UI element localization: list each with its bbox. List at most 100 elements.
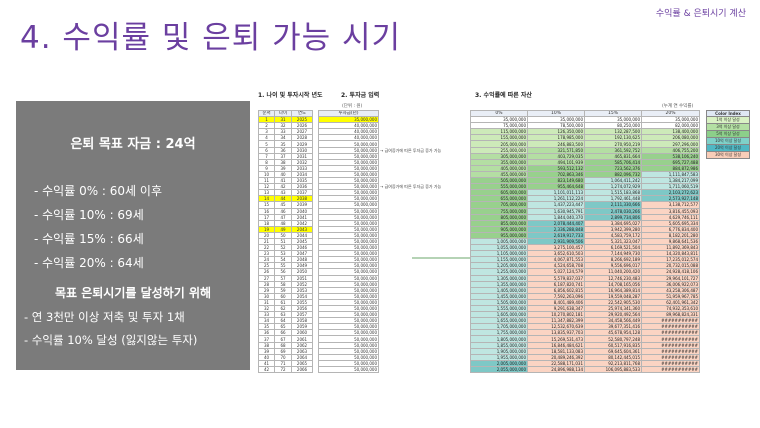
legend-item: 20억 이상 달성: [706, 144, 750, 153]
age-row: 4 34 2028: [258, 134, 313, 142]
age-table-header: 순서 나이 연도: [258, 109, 313, 118]
result-cell-r0: 2,055,000,000: [470, 365, 528, 374]
results-row: 1,455,000,000 7,592,263,096 19,559,048,287…: [470, 292, 700, 300]
summary-notes: - 연 3천만 이상 저축 및 투자 1채 - 수익률 10% 달성 (잃지않는…: [24, 306, 197, 352]
age-row: 12 42 2036: [258, 183, 313, 191]
investment-note: [379, 366, 444, 372]
summary-item: - 수익률 10% : 69세: [34, 208, 144, 222]
results-row: 1,805,000,000 15,269,531,473 52,580,797,24…: [470, 335, 700, 343]
age-row: 30 60 2054: [258, 292, 313, 300]
section2-unit: (단위 : 원): [342, 104, 363, 109]
legend-title: Color Index: [706, 109, 750, 118]
corner-label: 수익률 & 은퇴시기 계산: [655, 9, 746, 19]
summary-note: - 수익률 10% 달성 (잃지않는 투자): [24, 333, 198, 347]
age-row: 15 45 2039: [258, 201, 313, 209]
age-row: 13 43 2037: [258, 189, 313, 197]
results-row: 115,000,000 126,350,000 132,287,500 138,400…: [470, 128, 700, 136]
age-row: 34 64 2058: [258, 317, 313, 325]
color-index-legend: Color Index 1억 이상 달성 3억 이상 달성 5억 이상 달성 10억 …: [706, 109, 750, 160]
results-row: 905,000,000 2,336,288,848 3,942,399,280 6,7…: [470, 225, 700, 233]
age-row: 19 49 2043: [258, 225, 313, 233]
legend-item: 30억 이상 달성: [706, 151, 750, 160]
results-row: 2,055,000,000 24,896,988,134 106,095,883,5…: [470, 365, 700, 374]
age-row: 22 52 2046: [258, 244, 313, 252]
section2-label: 2. 투자금 입력: [341, 92, 380, 99]
age-row: 14 44 2038: [258, 195, 313, 203]
results-row: 1,205,000,000 4,524,658,708 9,556,696,017 2…: [470, 262, 700, 270]
results-row: 1,755,000,000 13,835,937,703 45,678,954,12…: [470, 329, 700, 337]
results-row: 1,505,000,000 8,401,489,406 22,542,905,530…: [470, 298, 700, 307]
age-row: 9 39 2033: [258, 164, 313, 172]
investment-note: → 급여증가에 따른 투자금 증가 가능: [380, 184, 442, 190]
investment-cell: 50,000,000: [318, 365, 379, 374]
age-row: 21 51 2045: [258, 237, 313, 246]
age-row: 23 53 2047: [258, 250, 313, 258]
age-row: 40 70 2064: [258, 353, 313, 361]
age-row: 7 37 2031: [258, 152, 313, 160]
summary-box: 은퇴 목표 자금 : 24억 - 수익률 0% : 60세 이후 - 수익률 1…: [16, 101, 250, 370]
age-row: 37 67 2061: [258, 335, 313, 343]
summary-subtitle: 목표 은퇴시기를 달성하기 위해: [54, 286, 212, 300]
investment-note: → 급여증가에 따른 투자금 증가 가능: [380, 147, 442, 153]
age-row: 26 56 2050: [258, 268, 313, 276]
result-cell-r20: ###########: [641, 365, 700, 374]
summary-list: - 수익률 0% : 60세 이후 - 수익률 10% : 69세 - 수익률 …: [34, 179, 162, 275]
results-row: 555,000,000 955,464,648 1,274,072,929 1,711…: [470, 183, 700, 191]
results-row: 1,005,000,000 2,931,909,506 5,321,323,047 9…: [470, 237, 700, 246]
summary-item: - 수익률 20% : 64세: [34, 256, 144, 270]
result-cell-r10: 24,896,988,134: [527, 365, 585, 374]
summary-note: - 연 3천만 이상 저축 및 투자 1채: [24, 310, 185, 324]
results-row: 355,000,000 494,101,939 585,706,414 695,727…: [470, 158, 700, 166]
legend-item: 5억 이상 달성: [706, 130, 750, 139]
age-row: 42 72 2066: [258, 365, 313, 374]
age-row: 10 40 2034: [258, 170, 313, 179]
age-row: 6 36 2030: [258, 146, 313, 154]
results-row: 255,000,000 321,571,850 361,592,752 406,755…: [470, 146, 700, 154]
results-row: 1,705,000,000 12,532,670,639 39,677,351,41…: [470, 323, 700, 331]
age-row: 31 61 2055: [258, 298, 313, 307]
results-table: 0% 10% 15% 20% 35,000,000 35,000,000 35,00…: [470, 109, 700, 374]
summary-title: 은퇴 목표 자금 : 24억: [70, 137, 196, 152]
age-row: 41 71 2065: [258, 359, 313, 367]
age-row: 8 38 2032: [258, 158, 313, 166]
age-row: 20 50 2044: [258, 231, 313, 239]
age-row: 18 48 2042: [258, 219, 313, 227]
age-row: 27 57 2051: [258, 274, 313, 282]
age-row: 29 59 2053: [258, 286, 313, 294]
results-row: 605,000,000 1,101,011,113 1,515,183,868 2,1…: [470, 189, 700, 197]
age-row: 5 35 2029: [258, 140, 313, 148]
investment-table: 투자금(년) 35,000,000 40,000,000 40,000,000 40,…: [318, 109, 444, 374]
results-row: 1,605,000,000 10,270,802,181 29,920,492,56…: [470, 311, 700, 319]
age-cell-n: 42: [258, 365, 275, 374]
results-row: 1,305,000,000 5,579,837,037 12,746,230,483…: [470, 274, 700, 282]
legend-item: 1억 이상 달성: [706, 116, 750, 125]
age-row: 39 69 2063: [258, 347, 313, 355]
page-title: 4. 수익률 및 은퇴 가능 시기: [20, 20, 402, 56]
investment-row: 50,000,000: [318, 365, 444, 374]
age-row: 28 58 2052: [258, 280, 313, 288]
results-row: 655,000,000 1,261,112,224 1,792,461,448 2,5…: [470, 195, 700, 203]
legend-item: 10억 이상 달성: [706, 137, 750, 146]
age-cell-year: 2066: [291, 365, 313, 374]
results-row: 805,000,000 1,844,040,370 2,899,734,806 4,6…: [470, 213, 700, 221]
results-row: 1,255,000,000 5,027,124,579 11,040,200,420…: [470, 268, 700, 276]
section3-label: 3. 수익률에 따른 자산: [475, 92, 532, 99]
age-row: 33 63 2057: [258, 311, 313, 319]
age-table: 순서 나이 연도 1 31 2025 2 32 2026 3 33 2027 4 34 2028 5 35…: [258, 109, 313, 374]
results-row: 1,105,000,000 3,652,610,503 7,144,949,730 1…: [470, 250, 700, 258]
age-row: 2 32 2026: [258, 122, 313, 130]
age-row: 36 66 2060: [258, 329, 313, 337]
age-row: 17 47 2041: [258, 213, 313, 221]
section1-label: 1. 나이 및 투자시작 년도: [258, 92, 323, 99]
age-row: 1 31 2025: [258, 116, 313, 124]
legend-item: 3억 이상 달성: [706, 123, 750, 132]
result-cell-r15: 106,095,883,533: [584, 365, 642, 374]
section3-unit: (누계 연 수익률): [662, 104, 694, 109]
summary-item: - 수익률 0% : 60세 이후: [34, 184, 162, 198]
age-row: 11 41 2035: [258, 177, 313, 185]
age-row: 24 54 2048: [258, 256, 313, 264]
results-row: 705,000,000 1,437,223,447 2,111,330,666 3,1…: [470, 201, 700, 209]
age-row: 35 65 2059: [258, 323, 313, 331]
results-row: 35,000,000 35,000,000 35,000,000 35,000,000: [470, 116, 700, 124]
age-row: 38 68 2062: [258, 341, 313, 349]
